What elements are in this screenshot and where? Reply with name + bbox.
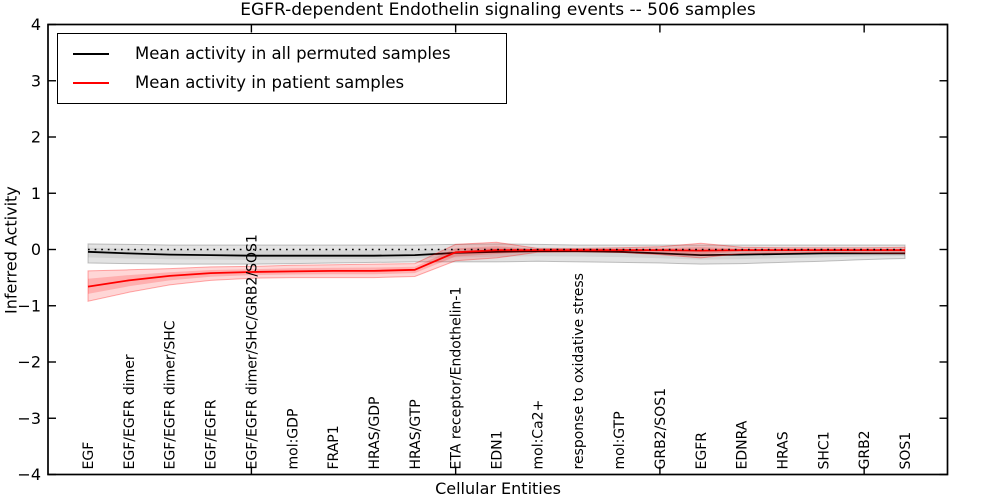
x-category-label: SHC1 [816,431,832,469]
y-tick-label: −3 [17,409,41,428]
y-tick-label: 0 [31,240,41,259]
y-tick-label: 4 [31,15,41,34]
chart-title: EGFR-dependent Endothelin signaling even… [240,0,756,20]
x-category-label: HRAS [775,431,791,469]
x-category-label: ETA receptor/Endothelin-1 [449,287,465,470]
patient-confidence-band [87,241,906,302]
legend-item-patient: Mean activity in patient samples [58,68,506,97]
x-category-label: EGF/EGFR dimer [122,354,138,469]
y-tick-label: −1 [17,296,41,315]
x-category-label: mol:Ca2+ [530,400,546,470]
legend: Mean activity in all permuted samples Me… [57,33,507,104]
x-category-label: FRAP1 [326,425,342,469]
x-category-label: HRAS/GDP [367,397,383,470]
x-category-label: SOS1 [898,432,914,470]
x-category-label: EDNRA [735,420,751,469]
y-tick-label: 3 [31,71,41,90]
x-category-label: EDN1 [490,430,506,469]
y-tick-label: 1 [31,184,41,203]
patient-line-sample-icon [73,81,109,84]
y-axis-label: Inferred Activity [1,186,21,314]
permuted-line-sample-icon [73,52,109,55]
y-tick-label: 2 [31,128,41,147]
x-category-label: EGF/EGFR dimer/SHC/GRB2/SOS1 [244,234,260,469]
permuted-mean-line [87,250,905,257]
legend-item-permuted: Mean activity in all permuted samples [58,39,506,68]
x-category-label: mol:GDP [285,409,301,470]
x-category-label: HRAS/GTP [408,399,424,469]
permuted-confidence-band [87,243,906,265]
x-category-label: EGF/EGFR dimer/SHC [163,320,179,469]
x-category-label: mol:GTP [612,411,628,469]
x-category-label: GRB2/SOS1 [653,388,669,470]
y-tick-label: −4 [17,465,41,484]
x-axis-label: Cellular Entities [435,479,561,498]
x-category-label: EGF/EGFR [204,399,220,469]
x-category-label: EGFR [694,432,710,470]
x-category-label: response to oxidative stress [571,273,587,469]
x-category-label: GRB2 [857,430,873,469]
legend-label-permuted: Mean activity in all permuted samples [135,44,451,63]
legend-label-patient: Mean activity in patient samples [135,73,405,92]
x-category-label: EGF [81,442,97,470]
y-tick-label: −2 [17,353,41,372]
